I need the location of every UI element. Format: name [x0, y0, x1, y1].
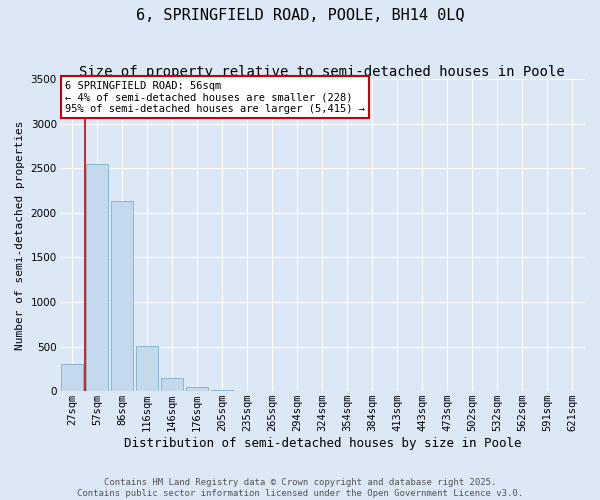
- Bar: [86, 164, 109, 391]
- X-axis label: Distribution of semi-detached houses by size in Poole: Distribution of semi-detached houses by …: [124, 437, 521, 450]
- Y-axis label: Number of semi-detached properties: Number of semi-detached properties: [15, 120, 25, 350]
- Text: 6, SPRINGFIELD ROAD, POOLE, BH14 0LQ: 6, SPRINGFIELD ROAD, POOLE, BH14 0LQ: [136, 8, 464, 22]
- Bar: [161, 378, 184, 391]
- Bar: [111, 201, 133, 391]
- Text: Contains HM Land Registry data © Crown copyright and database right 2025.
Contai: Contains HM Land Registry data © Crown c…: [77, 478, 523, 498]
- Title: Size of property relative to semi-detached houses in Poole: Size of property relative to semi-detach…: [79, 65, 565, 79]
- Bar: [136, 346, 158, 391]
- Text: 6 SPRINGFIELD ROAD: 56sqm
← 4% of semi-detached houses are smaller (228)
95% of : 6 SPRINGFIELD ROAD: 56sqm ← 4% of semi-d…: [65, 80, 365, 114]
- Bar: [61, 364, 83, 391]
- Bar: [186, 386, 208, 391]
- Bar: [211, 390, 233, 391]
